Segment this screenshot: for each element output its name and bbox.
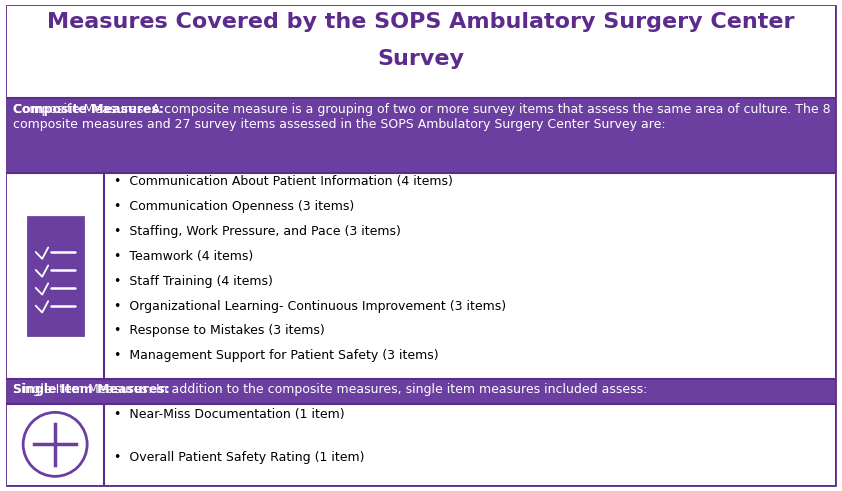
Text: Single Item Measures: In addition to the composite measures, single item measure: Single Item Measures: In addition to the…	[13, 383, 647, 396]
Text: •  Response to Mistakes (3 items): • Response to Mistakes (3 items)	[114, 325, 324, 337]
Text: Measures Covered by the SOPS Ambulatory Surgery Center: Measures Covered by the SOPS Ambulatory …	[47, 12, 795, 32]
Text: Single Item Measures:: Single Item Measures:	[13, 383, 170, 396]
Text: Composite Measures: A composite measure is a grouping of two or more survey item: Composite Measures: A composite measure …	[13, 103, 831, 131]
Text: •  Near-Miss Documentation (1 item): • Near-Miss Documentation (1 item)	[114, 408, 344, 420]
Text: •  Management Support for Patient Safety (3 items): • Management Support for Patient Safety …	[114, 349, 439, 362]
Text: •  Overall Patient Safety Rating (1 item): • Overall Patient Safety Rating (1 item)	[114, 451, 365, 464]
FancyBboxPatch shape	[7, 173, 835, 379]
Text: •  Communication About Patient Information (4 items): • Communication About Patient Informatio…	[114, 175, 452, 188]
Ellipse shape	[24, 412, 88, 476]
FancyBboxPatch shape	[7, 98, 835, 173]
Text: •  Communication Openness (3 items): • Communication Openness (3 items)	[114, 200, 354, 213]
Text: Composite Measures:: Composite Measures:	[13, 103, 164, 116]
Text: •  Staffing, Work Pressure, and Pace (3 items): • Staffing, Work Pressure, and Pace (3 i…	[114, 225, 401, 238]
Text: •  Organizational Learning- Continuous Improvement (3 items): • Organizational Learning- Continuous Im…	[114, 300, 506, 313]
Text: •  Staff Training (4 items): • Staff Training (4 items)	[114, 275, 273, 288]
FancyBboxPatch shape	[28, 217, 83, 335]
FancyBboxPatch shape	[7, 404, 835, 485]
FancyBboxPatch shape	[7, 379, 835, 404]
FancyBboxPatch shape	[7, 6, 835, 485]
Text: Survey: Survey	[377, 49, 465, 69]
Text: •  Teamwork (4 items): • Teamwork (4 items)	[114, 250, 253, 263]
FancyBboxPatch shape	[7, 6, 835, 98]
